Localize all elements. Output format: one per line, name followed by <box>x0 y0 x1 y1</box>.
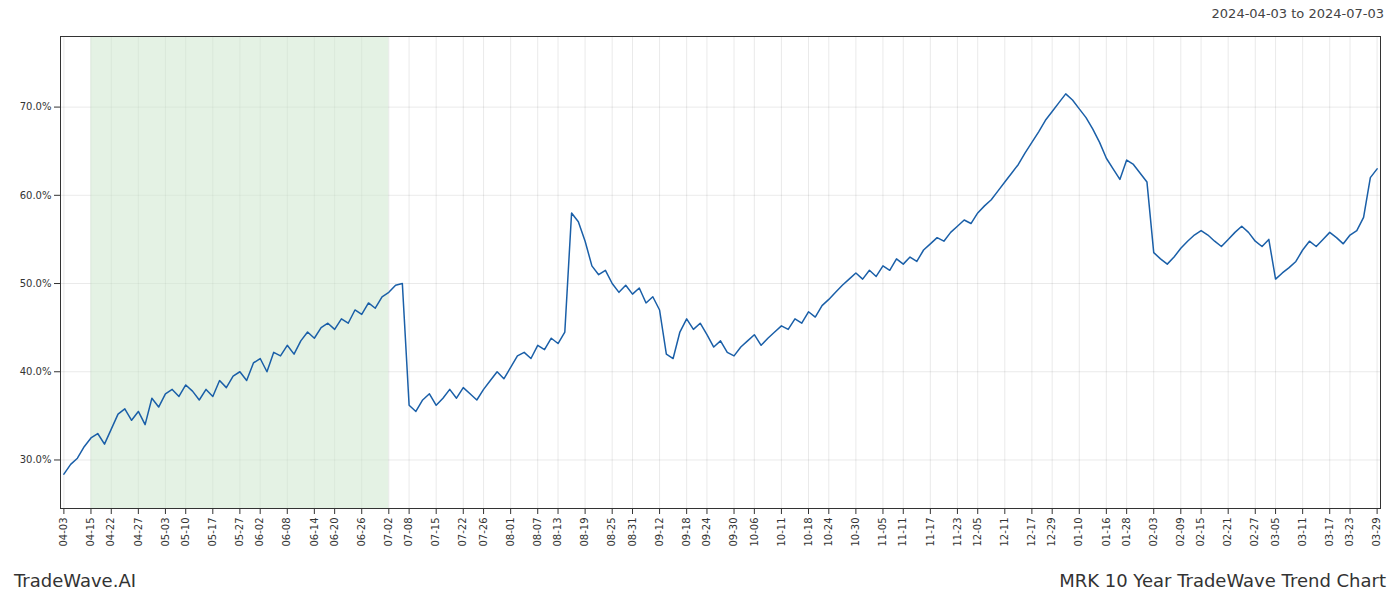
svg-text:04-27: 04-27 <box>133 518 144 547</box>
svg-text:06-20: 06-20 <box>329 518 340 547</box>
svg-text:10-11: 10-11 <box>776 518 787 547</box>
svg-text:30.0%: 30.0% <box>20 454 52 465</box>
svg-text:07-08: 07-08 <box>403 518 414 547</box>
svg-text:02-15: 02-15 <box>1195 518 1206 547</box>
svg-text:12-29: 12-29 <box>1046 518 1057 547</box>
svg-text:12-05: 12-05 <box>972 518 983 547</box>
svg-text:06-08: 06-08 <box>281 518 292 547</box>
svg-text:08-01: 08-01 <box>505 518 516 547</box>
svg-text:07-15: 07-15 <box>430 518 441 547</box>
svg-text:02-27: 02-27 <box>1249 518 1260 547</box>
svg-text:08-19: 08-19 <box>579 518 590 547</box>
svg-text:04-15: 04-15 <box>85 518 96 547</box>
svg-text:10-06: 10-06 <box>749 518 760 547</box>
svg-text:07-26: 07-26 <box>478 518 489 547</box>
svg-text:70.0%: 70.0% <box>20 101 52 112</box>
svg-text:03-17: 03-17 <box>1324 518 1335 547</box>
svg-text:06-14: 06-14 <box>309 518 320 547</box>
svg-text:06-26: 06-26 <box>356 518 367 547</box>
svg-text:50.0%: 50.0% <box>20 278 52 289</box>
svg-text:40.0%: 40.0% <box>20 366 52 377</box>
svg-text:11-23: 11-23 <box>952 518 963 547</box>
html-text:MRK 10 Year TradeWave Trend Ch: MRK 10 Year TradeWave Trend Chart <box>1059 569 1386 591</box>
svg-text:11-05: 11-05 <box>877 518 888 547</box>
svg-text:04-03: 04-03 <box>58 518 69 547</box>
svg-text:09-12: 09-12 <box>654 518 665 547</box>
svg-text:01-28: 01-28 <box>1121 518 1132 547</box>
svg-text:09-18: 09-18 <box>681 518 692 547</box>
svg-text:11-11: 11-11 <box>897 518 908 547</box>
svg-text:03-29: 03-29 <box>1371 518 1382 547</box>
html-text:2024-04-03 to 2024-07-03: 2024-04-03 to 2024-07-03 <box>1211 6 1384 21</box>
svg-text:01-10: 01-10 <box>1073 518 1084 547</box>
svg-text:11-17: 11-17 <box>925 518 936 547</box>
svg-text:03-11: 03-11 <box>1297 518 1308 547</box>
svg-text:09-24: 09-24 <box>701 518 712 547</box>
svg-text:10-24: 10-24 <box>823 518 834 547</box>
svg-text:05-03: 05-03 <box>160 518 171 547</box>
svg-text:05-17: 05-17 <box>207 518 218 547</box>
svg-text:08-07: 08-07 <box>532 518 543 547</box>
svg-text:08-31: 08-31 <box>627 518 638 547</box>
html-text:TradeWave.AI: TradeWave.AI <box>14 569 136 591</box>
svg-text:04-22: 04-22 <box>105 518 116 547</box>
svg-text:02-21: 02-21 <box>1222 518 1233 547</box>
svg-text:07-02: 07-02 <box>383 518 394 547</box>
svg-text:05-10: 05-10 <box>180 518 191 547</box>
svg-text:12-11: 12-11 <box>999 518 1010 547</box>
svg-text:10-18: 10-18 <box>803 518 814 547</box>
svg-text:08-25: 08-25 <box>606 518 617 547</box>
svg-text:02-03: 02-03 <box>1148 518 1159 547</box>
svg-text:03-23: 03-23 <box>1344 518 1355 547</box>
svg-text:08-13: 08-13 <box>552 518 563 547</box>
svg-text:03-05: 03-05 <box>1270 518 1281 547</box>
svg-text:05-27: 05-27 <box>234 518 245 547</box>
svg-text:09-30: 09-30 <box>728 518 739 547</box>
svg-text:12-17: 12-17 <box>1026 518 1037 547</box>
svg-text:07-22: 07-22 <box>457 518 468 547</box>
svg-text:60.0%: 60.0% <box>20 190 52 201</box>
svg-text:10-30: 10-30 <box>850 518 861 547</box>
svg-text:01-16: 01-16 <box>1101 518 1112 547</box>
svg-text:06-02: 06-02 <box>254 518 265 547</box>
svg-text:02-09: 02-09 <box>1175 518 1186 547</box>
